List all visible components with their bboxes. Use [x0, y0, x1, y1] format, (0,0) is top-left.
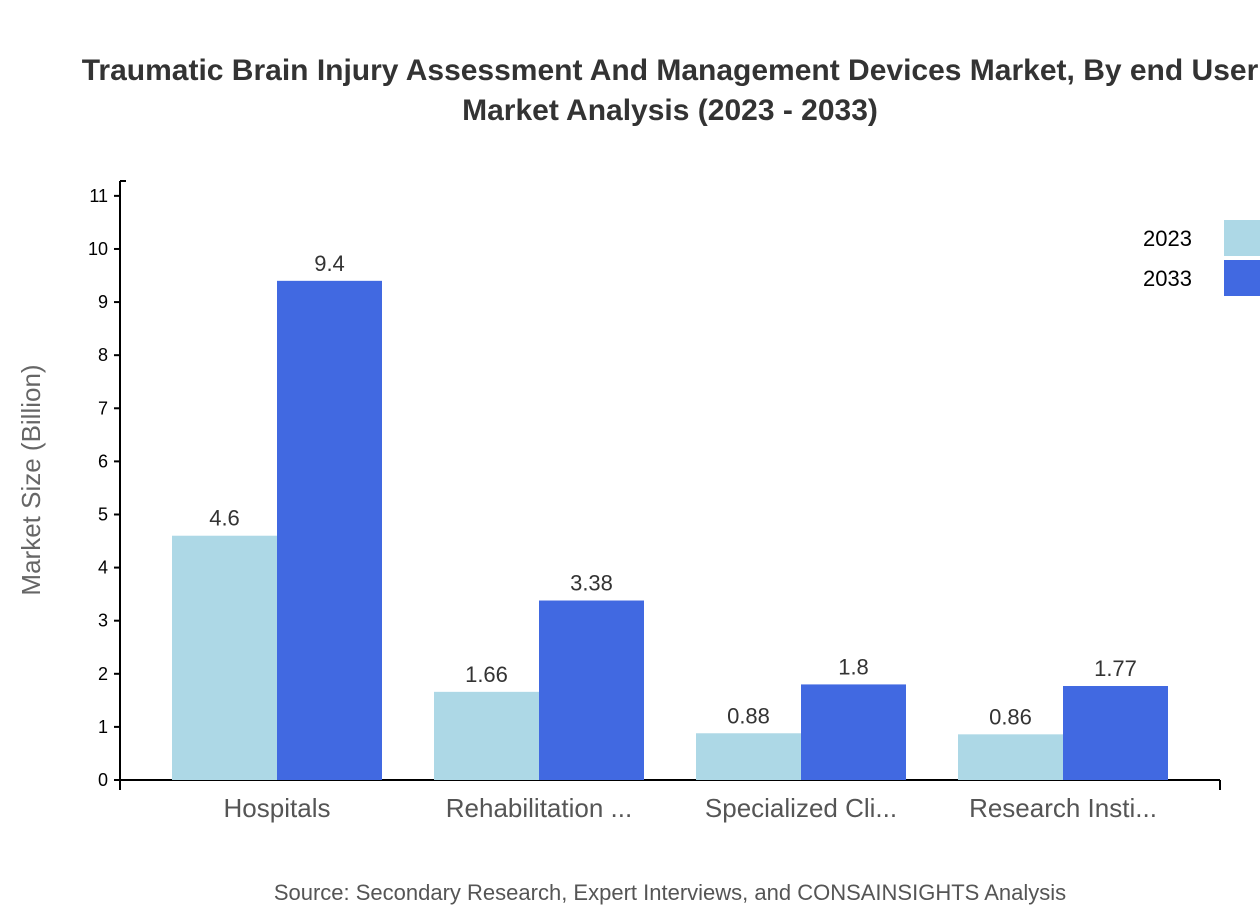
legend-label: 2023	[1143, 226, 1192, 251]
data-label: 0.86	[989, 704, 1032, 729]
data-label: 1.8	[838, 654, 869, 679]
bar-2023	[434, 691, 539, 780]
y-tick-label: 10	[88, 239, 108, 259]
data-label: 0.88	[727, 703, 770, 728]
bar-2023	[172, 535, 277, 780]
chart-title-line-1: Traumatic Brain Injury Assessment And Ma…	[82, 54, 1259, 87]
x-tick-label: Specialized Cli...	[705, 793, 897, 823]
y-tick-label: 0	[98, 770, 108, 790]
legend-label: 2033	[1143, 266, 1192, 291]
legend-swatch-2023	[1224, 220, 1260, 256]
data-label: 1.66	[465, 662, 508, 687]
data-label: 4.6	[209, 506, 240, 531]
x-tick-label: Rehabilitation ...	[446, 793, 632, 823]
bar-2033	[539, 600, 644, 780]
data-label: 3.38	[570, 571, 613, 596]
y-tick-label: 3	[98, 611, 108, 631]
data-label: 9.4	[314, 251, 345, 276]
source-note: Source: Secondary Research, Expert Inter…	[274, 880, 1066, 905]
bar-2033	[801, 684, 906, 780]
y-tick-label: 1	[98, 717, 108, 737]
y-tick-label: 9	[98, 292, 108, 312]
y-tick-label: 7	[98, 398, 108, 418]
chart-title-line-2: Market Analysis (2023 - 2033)	[462, 94, 878, 127]
y-tick-label: 11	[89, 186, 108, 206]
y-tick-label: 2	[98, 664, 108, 684]
bar-2023	[696, 733, 801, 780]
bar-2023	[958, 734, 1063, 780]
x-tick-label: Hospitals	[224, 793, 331, 823]
y-tick-label: 6	[98, 451, 108, 471]
y-axis-label: Market Size (Billion)	[16, 364, 46, 595]
x-tick-label: Research Insti...	[969, 793, 1157, 823]
data-label: 1.77	[1094, 656, 1137, 681]
bar-2033	[277, 280, 382, 780]
y-tick-label: 5	[98, 504, 108, 524]
y-tick-label: 8	[98, 345, 108, 365]
legend-swatch-2033	[1224, 260, 1260, 296]
y-tick-label: 4	[98, 558, 108, 578]
bar-2033	[1063, 686, 1168, 780]
